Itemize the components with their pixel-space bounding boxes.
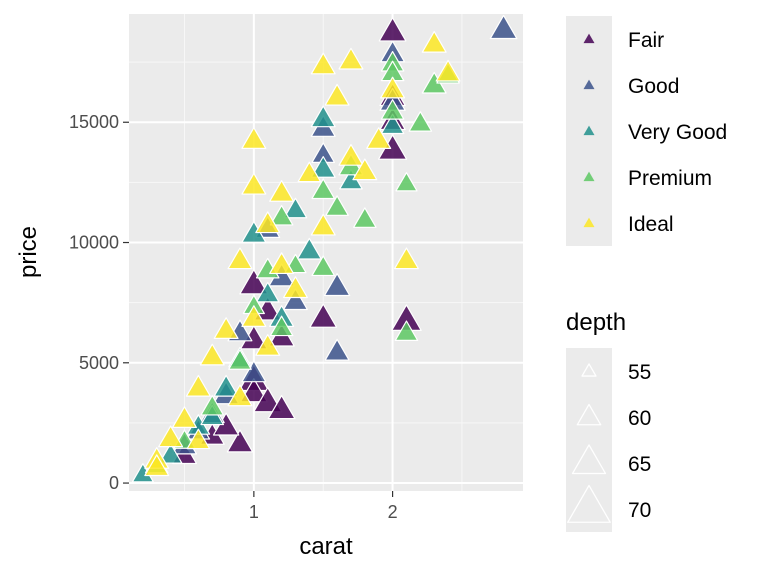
data-point-very-good bbox=[213, 374, 239, 397]
data-point-ideal bbox=[366, 127, 392, 149]
data-point-very-good bbox=[310, 156, 336, 178]
size-legend-label: 60 bbox=[628, 407, 651, 430]
y-tick-label: 0 bbox=[109, 473, 119, 493]
color-legend-swatch bbox=[583, 79, 595, 90]
data-point-very-good bbox=[380, 113, 405, 135]
data-point-ideal bbox=[338, 47, 364, 70]
color-legend: Fair Good Very Good Premium Ideal bbox=[566, 16, 727, 246]
data-point-premium bbox=[200, 394, 225, 416]
data-point-good bbox=[241, 360, 267, 383]
size-legend-label: 65 bbox=[628, 453, 651, 476]
data-point-fair bbox=[226, 429, 254, 453]
y-tick-label: 15000 bbox=[69, 112, 119, 132]
data-point-ideal bbox=[213, 317, 239, 339]
data-point-ideal bbox=[352, 158, 378, 181]
x-axis-title: carat bbox=[299, 533, 353, 560]
data-point-premium bbox=[395, 172, 418, 192]
size-legend-key-background bbox=[566, 348, 612, 532]
data-point-fair bbox=[309, 303, 338, 328]
color-legend-label: Ideal bbox=[628, 213, 674, 236]
data-point-premium bbox=[380, 99, 405, 120]
plot-panel bbox=[129, 14, 523, 491]
data-point-premium bbox=[325, 195, 349, 216]
data-point-good bbox=[324, 338, 350, 361]
data-point-ideal bbox=[158, 425, 184, 448]
data-point-ideal bbox=[380, 76, 406, 99]
color-legend-swatch bbox=[583, 171, 595, 182]
color-legend-label: Very Good bbox=[628, 121, 727, 144]
data-point-ideal bbox=[269, 180, 295, 202]
data-point-ideal bbox=[241, 172, 267, 195]
data-point-ideal bbox=[393, 247, 419, 270]
data-point-ideal bbox=[338, 143, 364, 166]
data-point-good bbox=[282, 288, 308, 311]
data-point-premium bbox=[353, 207, 377, 228]
data-point-premium bbox=[311, 255, 336, 277]
data-point-good bbox=[489, 14, 518, 40]
data-point-ideal bbox=[310, 52, 336, 75]
data-point-premium bbox=[269, 204, 294, 226]
data-point-fair bbox=[267, 394, 296, 420]
data-point-ideal bbox=[255, 334, 281, 356]
data-points bbox=[131, 14, 518, 483]
data-point-ideal bbox=[186, 428, 211, 450]
y-tick-label: 5000 bbox=[79, 353, 119, 373]
size-legend-swatch bbox=[571, 444, 607, 475]
data-point-ideal bbox=[297, 161, 322, 183]
color-legend-label: Premium bbox=[628, 167, 712, 190]
color-legend-swatch bbox=[583, 125, 595, 136]
size-legend-swatch bbox=[567, 484, 611, 523]
color-legend-swatch bbox=[583, 33, 595, 44]
data-point-premium bbox=[269, 315, 294, 337]
data-point-ideal bbox=[227, 384, 253, 407]
x-tick-label: 1 bbox=[249, 502, 259, 522]
data-point-very-good bbox=[255, 281, 280, 303]
x-tick-label: 2 bbox=[388, 502, 398, 522]
size-legend: depth 55 60 65 70 bbox=[566, 309, 651, 532]
size-legend-swatch bbox=[576, 403, 602, 426]
data-point-premium bbox=[228, 349, 252, 370]
axis-ticks: 1 2 0 5000 10000 15000 bbox=[69, 112, 398, 522]
data-point-ideal bbox=[227, 247, 253, 270]
data-point-ideal bbox=[199, 343, 225, 366]
data-point-ideal bbox=[269, 252, 295, 275]
data-point-very-good bbox=[283, 197, 308, 219]
data-point-very-good bbox=[296, 237, 322, 260]
data-point-premium bbox=[408, 111, 433, 132]
data-point-fair bbox=[239, 269, 269, 295]
color-legend-label: Good bbox=[628, 75, 679, 98]
data-point-very-good bbox=[310, 105, 336, 128]
data-point-ideal bbox=[282, 276, 308, 299]
data-point-premium bbox=[394, 320, 419, 341]
data-point-ideal bbox=[144, 454, 170, 477]
data-point-ideal bbox=[241, 305, 267, 327]
data-point-very-good bbox=[158, 443, 183, 464]
color-legend-swatch bbox=[583, 217, 595, 228]
data-point-good bbox=[323, 273, 351, 297]
y-tick-label: 10000 bbox=[69, 233, 119, 253]
data-point-ideal bbox=[324, 83, 350, 106]
color-legend-label: Fair bbox=[628, 29, 664, 52]
data-point-ideal bbox=[310, 213, 336, 236]
data-point-ideal bbox=[421, 30, 447, 53]
data-point-ideal bbox=[185, 374, 211, 397]
data-point-ideal bbox=[255, 211, 281, 234]
data-point-premium bbox=[311, 178, 336, 200]
data-point-fair bbox=[239, 378, 268, 403]
size-legend-swatch bbox=[581, 363, 597, 377]
data-point-ideal bbox=[241, 127, 267, 149]
size-legend-label: 55 bbox=[628, 361, 651, 384]
size-legend-label: 70 bbox=[628, 499, 651, 522]
data-point-ideal bbox=[435, 59, 461, 82]
size-legend-title: depth bbox=[566, 309, 626, 336]
data-point-ideal bbox=[171, 406, 197, 428]
y-axis-title: price bbox=[15, 226, 42, 278]
data-point-fair bbox=[253, 386, 283, 413]
